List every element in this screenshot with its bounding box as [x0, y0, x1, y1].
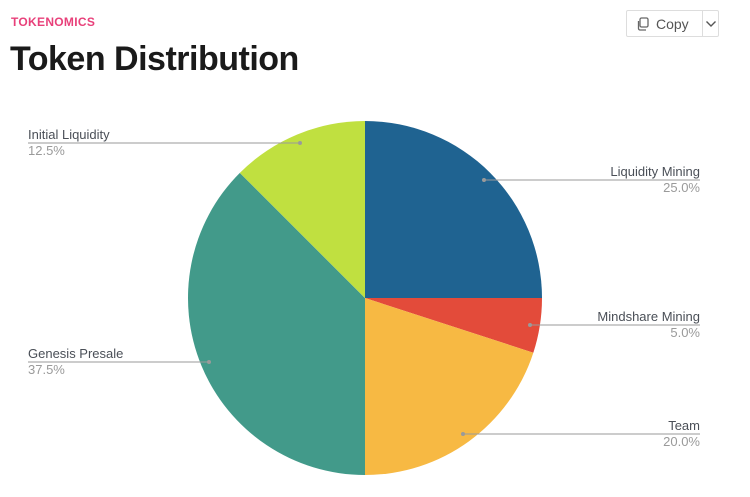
leader-dot: [482, 178, 486, 182]
copy-button-group: Copy: [626, 10, 719, 37]
pie-slice-mindshare-mining[interactable]: [365, 298, 542, 353]
leader-dot: [207, 360, 211, 364]
pie-slice-team[interactable]: [365, 298, 534, 475]
chevron-down-icon: [705, 20, 716, 27]
copy-label: Copy: [656, 15, 689, 32]
slice-percent: 20.0%: [663, 434, 700, 449]
slice-percent: 25.0%: [663, 180, 700, 195]
copy-button[interactable]: Copy: [627, 11, 703, 36]
copy-icon: [637, 16, 649, 31]
copy-dropdown-button[interactable]: [703, 11, 718, 36]
slice-label: Liquidity Mining: [610, 164, 700, 179]
page-title: Token Distribution: [10, 40, 299, 78]
leader-dot: [461, 432, 465, 436]
slice-label: Team: [668, 418, 700, 433]
leader-dot: [528, 323, 532, 327]
slice-percent: 12.5%: [28, 143, 65, 158]
pie-slice-liquidity-mining[interactable]: [365, 121, 542, 298]
leader-dot: [298, 141, 302, 145]
slice-label: Initial Liquidity: [28, 127, 110, 142]
slice-label: Mindshare Mining: [597, 309, 700, 324]
pie-slice-initial-liquidity[interactable]: [239, 121, 365, 298]
slice-percent: 37.5%: [28, 362, 65, 377]
slice-percent: 5.0%: [670, 325, 700, 340]
pie-slice-genesis-presale[interactable]: [188, 172, 365, 475]
slice-label: Genesis Presale: [28, 346, 123, 361]
section-eyebrow: TOKENOMICS: [11, 15, 96, 29]
